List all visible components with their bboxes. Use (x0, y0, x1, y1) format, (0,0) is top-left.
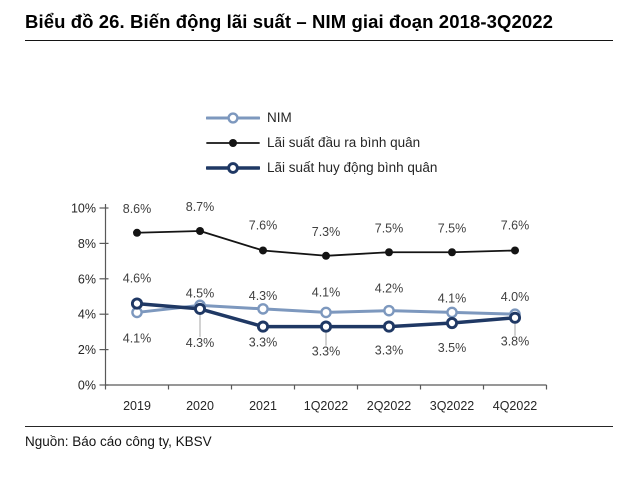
svg-text:3Q2022: 3Q2022 (430, 399, 475, 413)
deposit-rate-line-marker-icon (206, 161, 260, 174)
svg-text:4Q2022: 4Q2022 (493, 399, 538, 413)
line-chart: 0% 2% 4% 6% 8% 10% 2019 2020 2021 1Q2022 2Q2022 3Q2… (71, 200, 548, 413)
svg-text:3.3%: 3.3% (249, 336, 278, 350)
legend-label-lending-rate: Lãi suất đầu ra bình quân (267, 134, 421, 150)
legend-item-lending-rate: Lãi suất đầu ra bình quân (206, 130, 437, 155)
chart-legend: NIM Lãi suất đầu ra bình quân Lãi suất h… (206, 105, 437, 180)
svg-text:2021: 2021 (249, 399, 277, 413)
chart-title: Biểu đồ 26. Biến động lãi suất – NIM gia… (25, 11, 554, 32)
svg-text:1Q2022: 1Q2022 (304, 399, 349, 413)
svg-text:7.5%: 7.5% (375, 221, 404, 235)
svg-text:4.2%: 4.2% (375, 282, 404, 296)
svg-text:4.3%: 4.3% (249, 289, 278, 303)
svg-text:4.3%: 4.3% (186, 336, 215, 350)
lending-rate-line-marker-icon (206, 138, 260, 147)
svg-text:2%: 2% (78, 343, 96, 357)
svg-text:7.6%: 7.6% (249, 218, 278, 232)
svg-text:7.5%: 7.5% (438, 221, 467, 235)
legend-item-deposit-rate: Lãi suất huy động bình quân (206, 155, 437, 180)
svg-text:3.3%: 3.3% (312, 345, 341, 359)
title-block: Biểu đồ 26. Biến động lãi suất – NIM gia… (25, 11, 613, 41)
svg-text:8%: 8% (78, 237, 96, 251)
svg-text:4.1%: 4.1% (312, 285, 341, 299)
svg-text:3.5%: 3.5% (438, 341, 467, 355)
legend-label-deposit-rate: Lãi suất huy động bình quân (267, 159, 438, 175)
svg-text:4.6%: 4.6% (123, 272, 152, 286)
svg-text:3.3%: 3.3% (375, 344, 404, 358)
svg-text:3.8%: 3.8% (501, 335, 530, 349)
svg-text:4.1%: 4.1% (123, 331, 152, 345)
svg-text:8.6%: 8.6% (123, 202, 152, 216)
svg-text:4%: 4% (78, 308, 96, 322)
svg-text:8.7%: 8.7% (186, 200, 215, 214)
svg-text:7.6%: 7.6% (501, 218, 530, 232)
svg-text:0%: 0% (78, 379, 96, 393)
nim-line-marker-icon (206, 111, 260, 124)
svg-text:4.5%: 4.5% (186, 286, 215, 300)
source-note: Nguồn: Báo cáo công ty, KBSV (25, 426, 613, 449)
svg-text:2019: 2019 (123, 399, 151, 413)
svg-text:2Q2022: 2Q2022 (367, 399, 412, 413)
svg-text:4.0%: 4.0% (501, 290, 530, 304)
svg-text:10%: 10% (71, 202, 96, 216)
svg-text:7.3%: 7.3% (312, 225, 341, 239)
svg-text:2020: 2020 (186, 399, 214, 413)
legend-item-nim: NIM (206, 105, 437, 130)
svg-text:4.1%: 4.1% (438, 291, 467, 305)
svg-text:6%: 6% (78, 272, 96, 286)
legend-label-nim: NIM (267, 109, 292, 125)
